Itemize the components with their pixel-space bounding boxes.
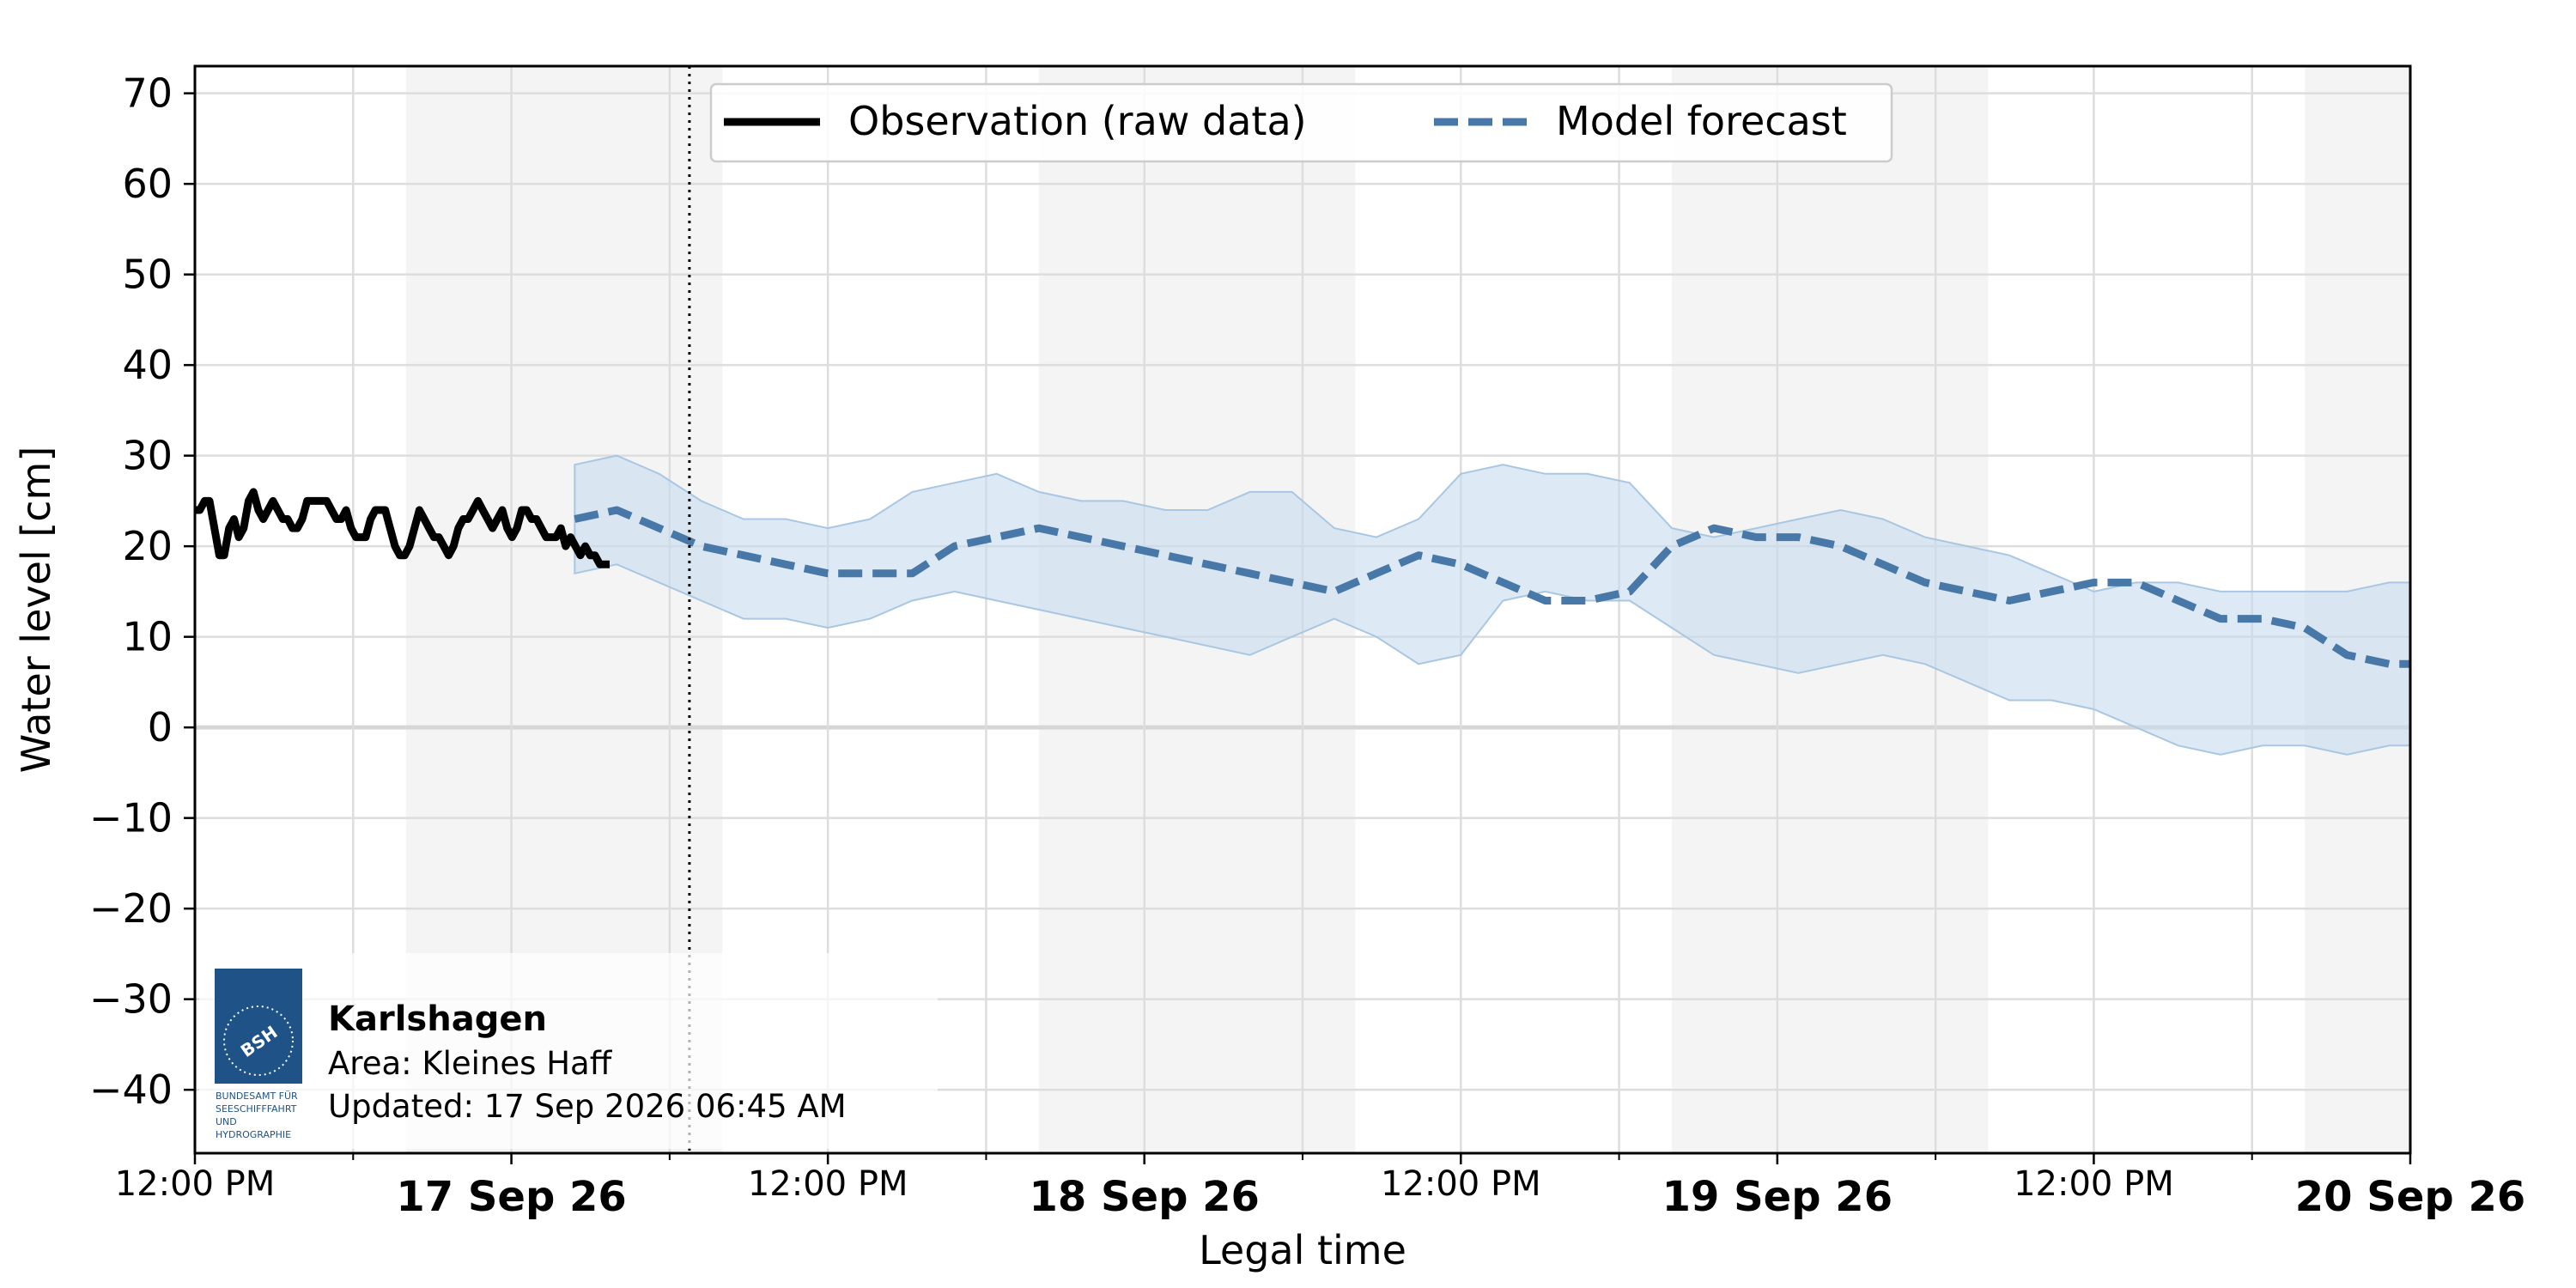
x-axis-ticks: 12:00 PM 17 Sep 26 12:00 PM 18 Sep 26 12:00 … bbox=[115, 1153, 2526, 1221]
x-axis-label: Legal time bbox=[1199, 1227, 1406, 1273]
legend-box bbox=[709, 82, 1893, 163]
legend-observation-label: Observation (raw data) bbox=[848, 98, 1307, 144]
y-tick-label-3: 40 bbox=[122, 342, 173, 388]
updated-time: Updated: 17 Sep 2026 06:45 AM bbox=[328, 1088, 847, 1125]
forecast-uncertainty-band bbox=[574, 454, 2411, 756]
bsh-logo-line-3: UND bbox=[216, 1116, 237, 1127]
series-lines bbox=[195, 488, 2410, 668]
x-tick-label-4: 12:00 PM bbox=[1381, 1164, 1541, 1204]
y-tick-label-0: 70 bbox=[122, 70, 173, 117]
y-tick-label-2: 50 bbox=[122, 252, 173, 298]
y-axis-label: Water level [cm] bbox=[13, 447, 59, 774]
forecast-band bbox=[574, 454, 2411, 756]
x-tick-label-3: 18 Sep 26 bbox=[1029, 1173, 1260, 1221]
y-tick-label-1: 60 bbox=[122, 161, 173, 207]
y-tick-label-5: 20 bbox=[122, 523, 173, 569]
station-name: Karlshagen bbox=[328, 999, 547, 1039]
station-info: BSH BUNDESAMT FÜR SEESCHIFFFAHRT UND HYD… bbox=[199, 953, 938, 1149]
bsh-logo-line-4: HYDROGRAPHIE bbox=[216, 1129, 291, 1140]
bsh-logo-line-1: BUNDESAMT FÜR bbox=[216, 1091, 298, 1102]
y-tick-label-7: 0 bbox=[148, 704, 173, 750]
forecast-line bbox=[574, 506, 2410, 668]
x-tick-label-7: 20 Sep 26 bbox=[2295, 1173, 2526, 1221]
observation-line bbox=[195, 488, 610, 568]
y-tick-label-9: −20 bbox=[89, 885, 173, 932]
x-tick-label-5: 19 Sep 26 bbox=[1662, 1173, 1893, 1221]
legend: Observation (raw data) Model forecast bbox=[709, 82, 1893, 163]
x-tick-label-0: 12:00 PM bbox=[115, 1164, 276, 1204]
bsh-logo-line-2: SEESCHIFFFAHRT bbox=[216, 1103, 297, 1115]
y-tick-label-4: 30 bbox=[122, 433, 173, 479]
bsh-logo-ring bbox=[223, 1005, 294, 1076]
y-tick-label-10: −30 bbox=[89, 976, 173, 1023]
y-tick-label-6: 10 bbox=[122, 614, 173, 660]
y-tick-label-8: −10 bbox=[89, 795, 173, 841]
legend-forecast-label: Model forecast bbox=[1556, 98, 1847, 144]
bsh-logo bbox=[215, 969, 302, 1084]
info-backdrop bbox=[199, 953, 938, 1149]
x-tick-label-2: 12:00 PM bbox=[748, 1164, 908, 1204]
station-area: Area: Kleines Haff bbox=[328, 1045, 613, 1082]
x-tick-label-1: 17 Sep 26 bbox=[396, 1173, 627, 1221]
y-tick-label-11: −40 bbox=[89, 1066, 173, 1113]
y-axis-ticks: 70 60 50 40 30 20 10 0 −10 −20 −30 −40 bbox=[89, 70, 195, 1113]
x-tick-label-6: 12:00 PM bbox=[2014, 1164, 2174, 1204]
